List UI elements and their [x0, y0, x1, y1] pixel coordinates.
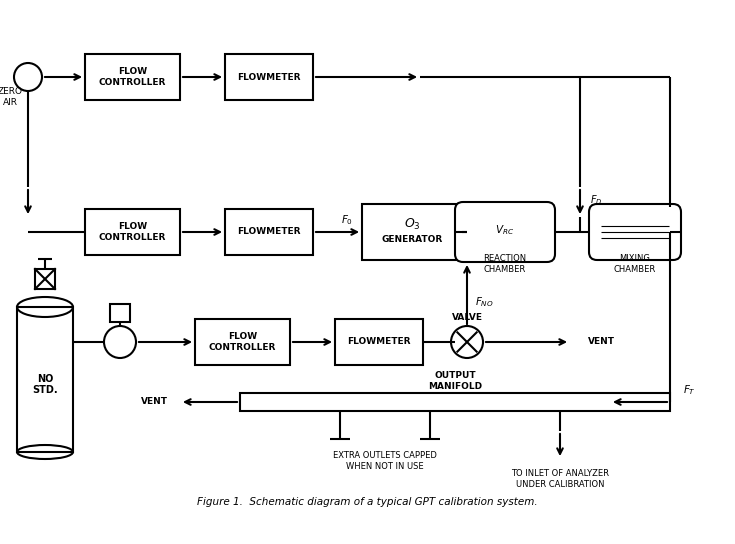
Text: VALVE: VALVE — [451, 313, 482, 323]
Text: $F_T$: $F_T$ — [683, 383, 696, 397]
Text: $F_D$: $F_D$ — [590, 193, 603, 207]
Bar — [35, 269, 55, 289]
Text: REACTION
CHAMBER: REACTION CHAMBER — [484, 254, 526, 274]
Text: FLOW
CONTROLLER: FLOW CONTROLLER — [98, 67, 166, 86]
Text: TO INLET OF ANALYZER
UNDER CALIBRATION: TO INLET OF ANALYZER UNDER CALIBRATION — [511, 469, 609, 489]
Text: $V_{RC}$: $V_{RC}$ — [495, 223, 514, 237]
Text: $O_3$: $O_3$ — [404, 217, 420, 232]
Bar — [17, 307, 73, 452]
Bar — [195, 319, 290, 365]
Text: Figure 1.  Schematic diagram of a typical GPT calibration system.: Figure 1. Schematic diagram of a typical… — [197, 497, 538, 507]
Text: FLOW
CONTROLLER: FLOW CONTROLLER — [209, 332, 276, 352]
Bar — [110, 304, 130, 322]
Text: ZERO
AIR: ZERO AIR — [0, 87, 23, 107]
Bar — [225, 54, 313, 100]
Text: $F_0$: $F_0$ — [341, 213, 353, 227]
Bar — [362, 204, 462, 260]
Text: GENERATOR: GENERATOR — [381, 236, 442, 244]
Text: OUTPUT
MANIFOLD: OUTPUT MANIFOLD — [428, 372, 482, 391]
Bar — [85, 54, 180, 100]
Text: FLOWMETER: FLOWMETER — [237, 227, 301, 237]
Bar — [225, 209, 313, 255]
Text: VENT: VENT — [141, 398, 168, 406]
Text: VENT: VENT — [588, 337, 615, 347]
Text: NO
STD.: NO STD. — [32, 374, 58, 395]
Bar — [335, 319, 423, 365]
FancyBboxPatch shape — [589, 204, 681, 260]
Text: EXTRA OUTLETS CAPPED
WHEN NOT IN USE: EXTRA OUTLETS CAPPED WHEN NOT IN USE — [333, 452, 437, 471]
Text: FLOW
CONTROLLER: FLOW CONTROLLER — [98, 222, 166, 242]
Bar — [240, 393, 670, 411]
Text: $F_{NO}$: $F_{NO}$ — [475, 295, 494, 309]
Bar — [85, 209, 180, 255]
Text: FLOWMETER: FLOWMETER — [237, 72, 301, 82]
FancyBboxPatch shape — [455, 202, 555, 262]
Text: FLOWMETER: FLOWMETER — [347, 337, 411, 347]
Text: MIXING
CHAMBER: MIXING CHAMBER — [614, 254, 656, 274]
